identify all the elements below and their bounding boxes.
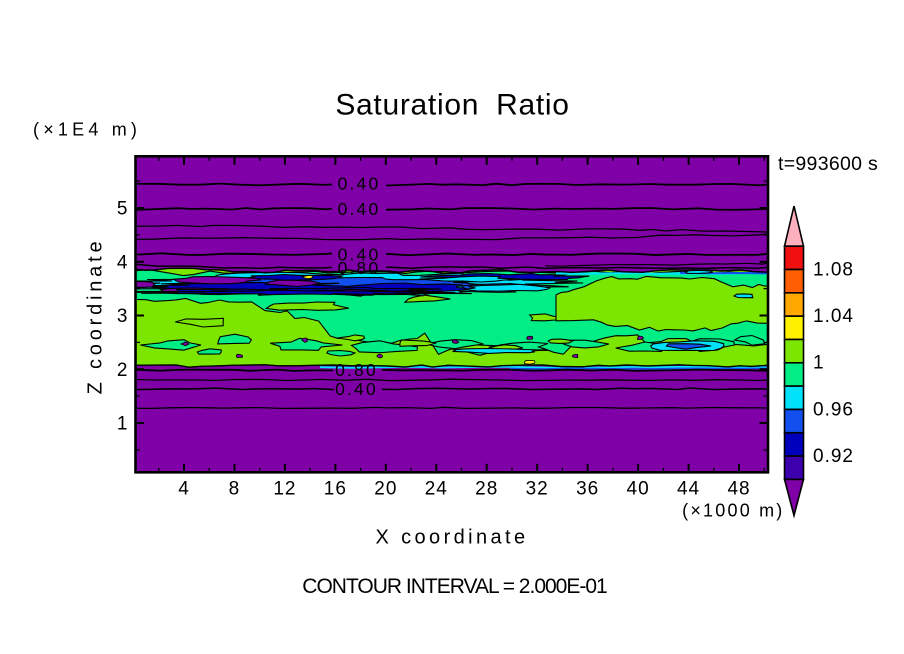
svg-text:X coordinate: X coordinate: [375, 527, 528, 549]
svg-text:20: 20: [374, 479, 397, 500]
svg-text:5: 5: [117, 199, 128, 220]
svg-text:28: 28: [475, 479, 498, 500]
svg-text:3: 3: [117, 306, 128, 327]
svg-text:0.80: 0.80: [335, 360, 378, 380]
svg-text:36: 36: [576, 479, 599, 500]
svg-text:44: 44: [677, 479, 700, 500]
svg-text:t=993600 s: t=993600 s: [778, 153, 878, 175]
svg-text:0.96: 0.96: [813, 399, 854, 420]
svg-text:2: 2: [117, 360, 128, 381]
svg-text:0.80: 0.80: [338, 258, 381, 278]
svg-text:4: 4: [178, 479, 190, 500]
svg-text:CONTOUR INTERVAL = 2.000E-01: CONTOUR INTERVAL = 2.000E-01: [302, 575, 607, 598]
svg-text:0.40: 0.40: [338, 174, 381, 194]
svg-text:Z coordinate: Z coordinate: [85, 238, 107, 395]
svg-text:0.92: 0.92: [813, 446, 854, 467]
svg-text:1.08: 1.08: [813, 260, 854, 281]
svg-text:1: 1: [813, 353, 825, 374]
svg-text:1.04: 1.04: [813, 306, 854, 327]
svg-text:4: 4: [117, 252, 128, 273]
svg-text:40: 40: [627, 479, 650, 500]
svg-text:8: 8: [229, 479, 241, 500]
svg-text:24: 24: [425, 479, 448, 500]
svg-text:48: 48: [727, 479, 750, 500]
svg-text:12: 12: [273, 479, 296, 500]
svg-text:32: 32: [526, 479, 549, 500]
svg-text:1: 1: [117, 414, 128, 435]
svg-text:Saturation Ratio: Saturation Ratio: [335, 89, 569, 122]
svg-text:(×1E4 m): (×1E4 m): [33, 120, 141, 140]
svg-text:0.40: 0.40: [338, 244, 381, 264]
svg-text:0.40: 0.40: [335, 379, 378, 399]
svg-text:(×1000 m): (×1000 m): [682, 501, 784, 521]
svg-text:16: 16: [324, 479, 347, 500]
svg-text:0.40: 0.40: [338, 199, 381, 219]
